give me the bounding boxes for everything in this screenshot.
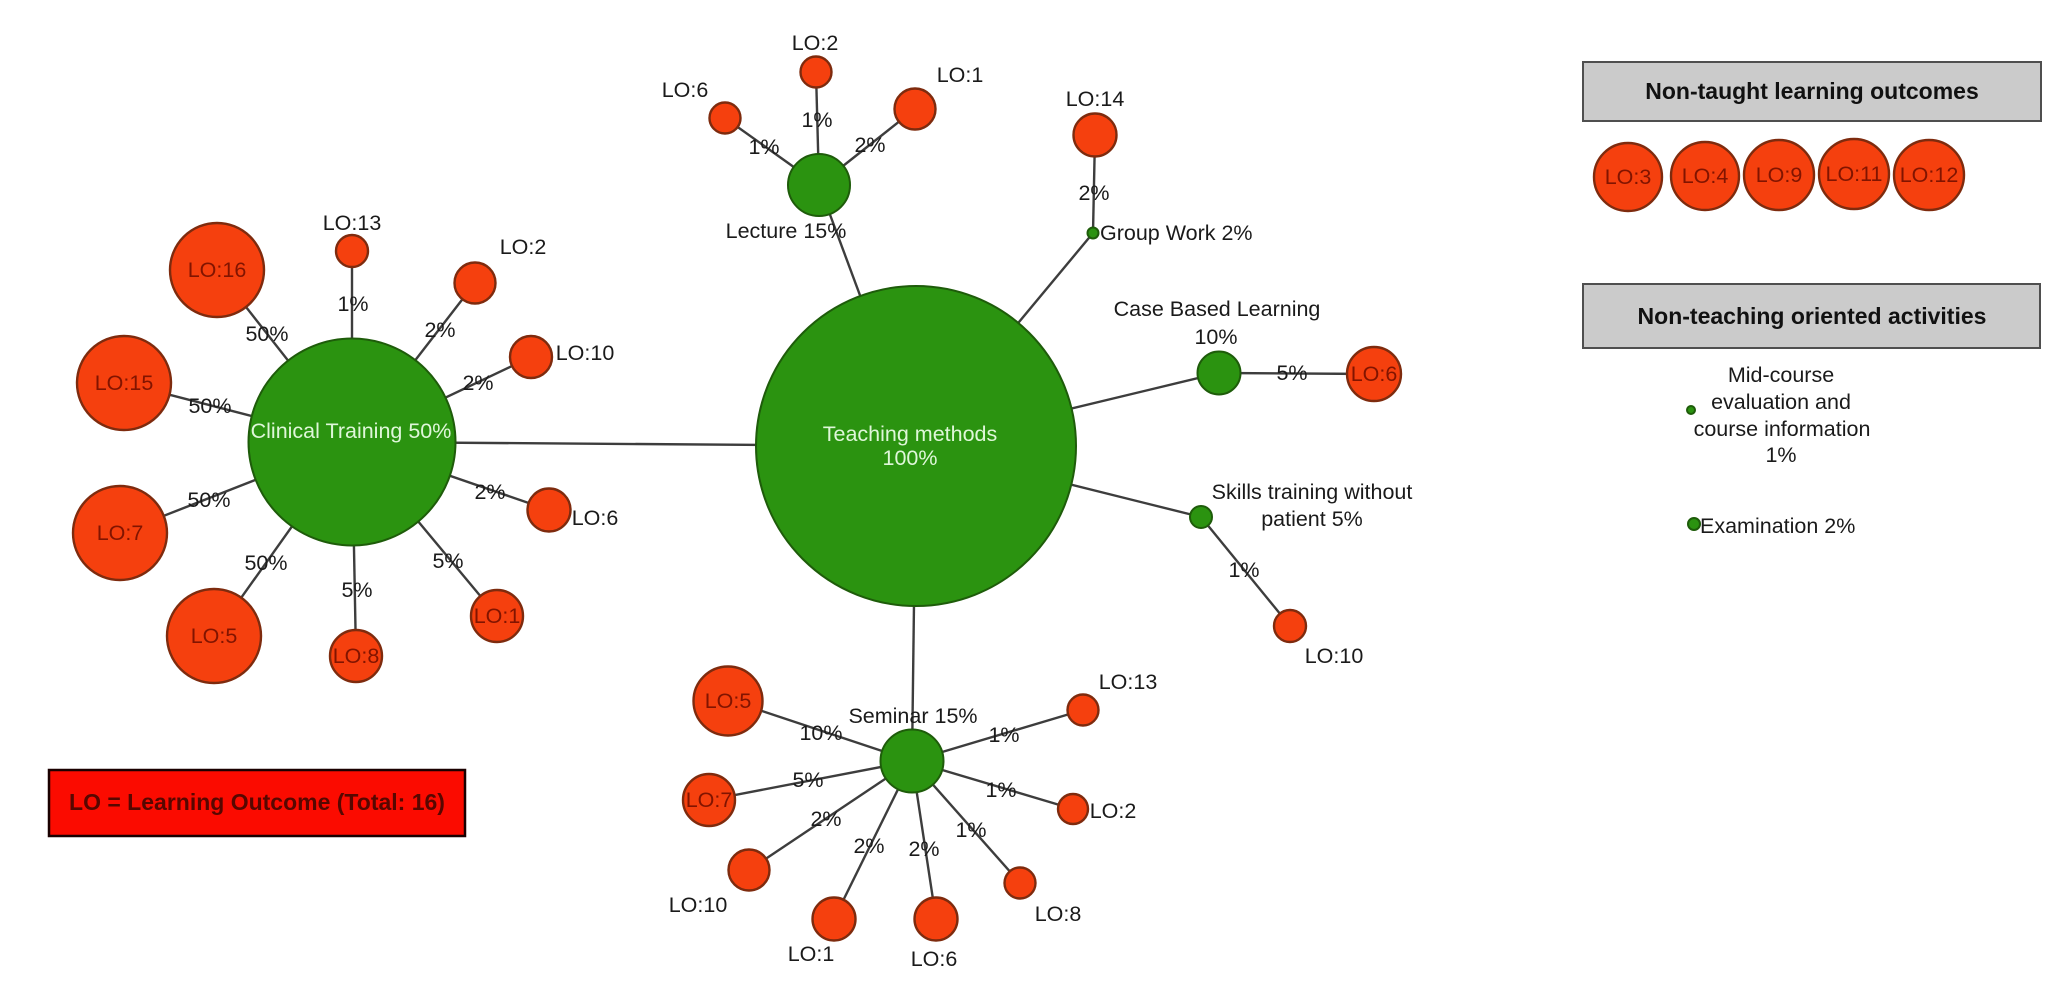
svg-text:LO:6: LO:6	[1351, 362, 1398, 386]
svg-text:1%: 1%	[985, 778, 1016, 802]
svg-text:50%: 50%	[188, 394, 231, 418]
svg-text:100%: 100%	[883, 446, 938, 470]
svg-text:1%: 1%	[337, 292, 368, 316]
svg-text:5%: 5%	[341, 578, 372, 602]
svg-text:Seminar 15%: Seminar 15%	[848, 704, 977, 728]
svg-text:course information: course information	[1694, 417, 1871, 441]
svg-text:Case Based Learning: Case Based Learning	[1114, 297, 1321, 321]
svg-text:LO:6: LO:6	[572, 506, 619, 530]
svg-text:1%: 1%	[801, 108, 832, 132]
svg-text:5%: 5%	[792, 768, 823, 792]
svg-text:Mid-course: Mid-course	[1728, 363, 1834, 387]
svg-text:1%: 1%	[988, 723, 1019, 747]
svg-text:2%: 2%	[1078, 181, 1109, 205]
svg-text:Lecture 15%: Lecture 15%	[726, 219, 847, 243]
svg-text:LO:1: LO:1	[788, 942, 835, 966]
svg-text:Group Work 2%: Group Work 2%	[1100, 221, 1253, 245]
svg-text:LO:3: LO:3	[1605, 165, 1652, 189]
svg-text:LO:2: LO:2	[792, 31, 839, 55]
svg-text:50%: 50%	[245, 322, 288, 346]
svg-text:LO:14: LO:14	[1066, 87, 1125, 111]
svg-text:LO:8: LO:8	[1035, 902, 1082, 926]
svg-text:LO:16: LO:16	[188, 258, 247, 282]
svg-text:5%: 5%	[1276, 361, 1307, 385]
svg-text:LO:15: LO:15	[95, 371, 154, 395]
svg-text:Non-teaching oriented activiti: Non-teaching oriented activities	[1638, 303, 1987, 329]
svg-text:LO:10: LO:10	[669, 893, 728, 917]
svg-text:50%: 50%	[187, 488, 230, 512]
svg-text:LO:10: LO:10	[556, 341, 615, 365]
svg-text:LO = Learning Outcome (Total:: LO = Learning Outcome (Total: 16)	[69, 789, 445, 815]
svg-text:LO:4: LO:4	[1682, 164, 1729, 188]
svg-text:Examination 2%: Examination 2%	[1700, 514, 1855, 538]
svg-text:LO:9: LO:9	[1756, 163, 1803, 187]
svg-text:LO:8: LO:8	[333, 644, 380, 668]
svg-text:LO:1: LO:1	[937, 63, 984, 87]
svg-text:patient 5%: patient 5%	[1261, 507, 1363, 531]
svg-text:LO:7: LO:7	[97, 521, 144, 545]
svg-text:1%: 1%	[748, 135, 779, 159]
svg-text:1%: 1%	[955, 818, 986, 842]
svg-text:2%: 2%	[908, 837, 939, 861]
svg-text:LO:5: LO:5	[705, 689, 752, 713]
svg-text:Non-taught learning outcomes: Non-taught learning outcomes	[1645, 78, 1979, 104]
svg-text:10%: 10%	[799, 721, 842, 745]
svg-text:evaluation and: evaluation and	[1711, 390, 1851, 414]
svg-text:2%: 2%	[854, 133, 885, 157]
svg-text:LO:6: LO:6	[911, 947, 958, 971]
svg-text:LO:1: LO:1	[474, 604, 521, 628]
svg-text:LO:6: LO:6	[662, 78, 709, 102]
svg-text:2%: 2%	[810, 807, 841, 831]
svg-text:5%: 5%	[432, 549, 463, 573]
svg-text:Clinical Training 50%: Clinical Training 50%	[251, 419, 452, 443]
svg-text:2%: 2%	[853, 834, 884, 858]
svg-text:2%: 2%	[424, 318, 455, 342]
svg-text:10%: 10%	[1194, 325, 1237, 349]
svg-text:Skills training without: Skills training without	[1212, 480, 1413, 504]
svg-text:LO:7: LO:7	[686, 788, 733, 812]
svg-text:LO:12: LO:12	[1900, 163, 1959, 187]
svg-text:1%: 1%	[1765, 443, 1796, 467]
svg-text:LO:13: LO:13	[323, 211, 382, 235]
svg-text:LO:5: LO:5	[191, 624, 238, 648]
svg-text:LO:2: LO:2	[1090, 799, 1137, 823]
svg-text:LO:13: LO:13	[1099, 670, 1158, 694]
svg-text:2%: 2%	[462, 371, 493, 395]
svg-text:LO:10: LO:10	[1305, 644, 1364, 668]
svg-text:2%: 2%	[474, 480, 505, 504]
svg-text:Teaching methods: Teaching methods	[823, 422, 998, 446]
svg-text:50%: 50%	[244, 551, 287, 575]
svg-text:LO:2: LO:2	[500, 235, 547, 259]
svg-text:1%: 1%	[1228, 558, 1259, 582]
svg-text:LO:11: LO:11	[1826, 162, 1883, 186]
